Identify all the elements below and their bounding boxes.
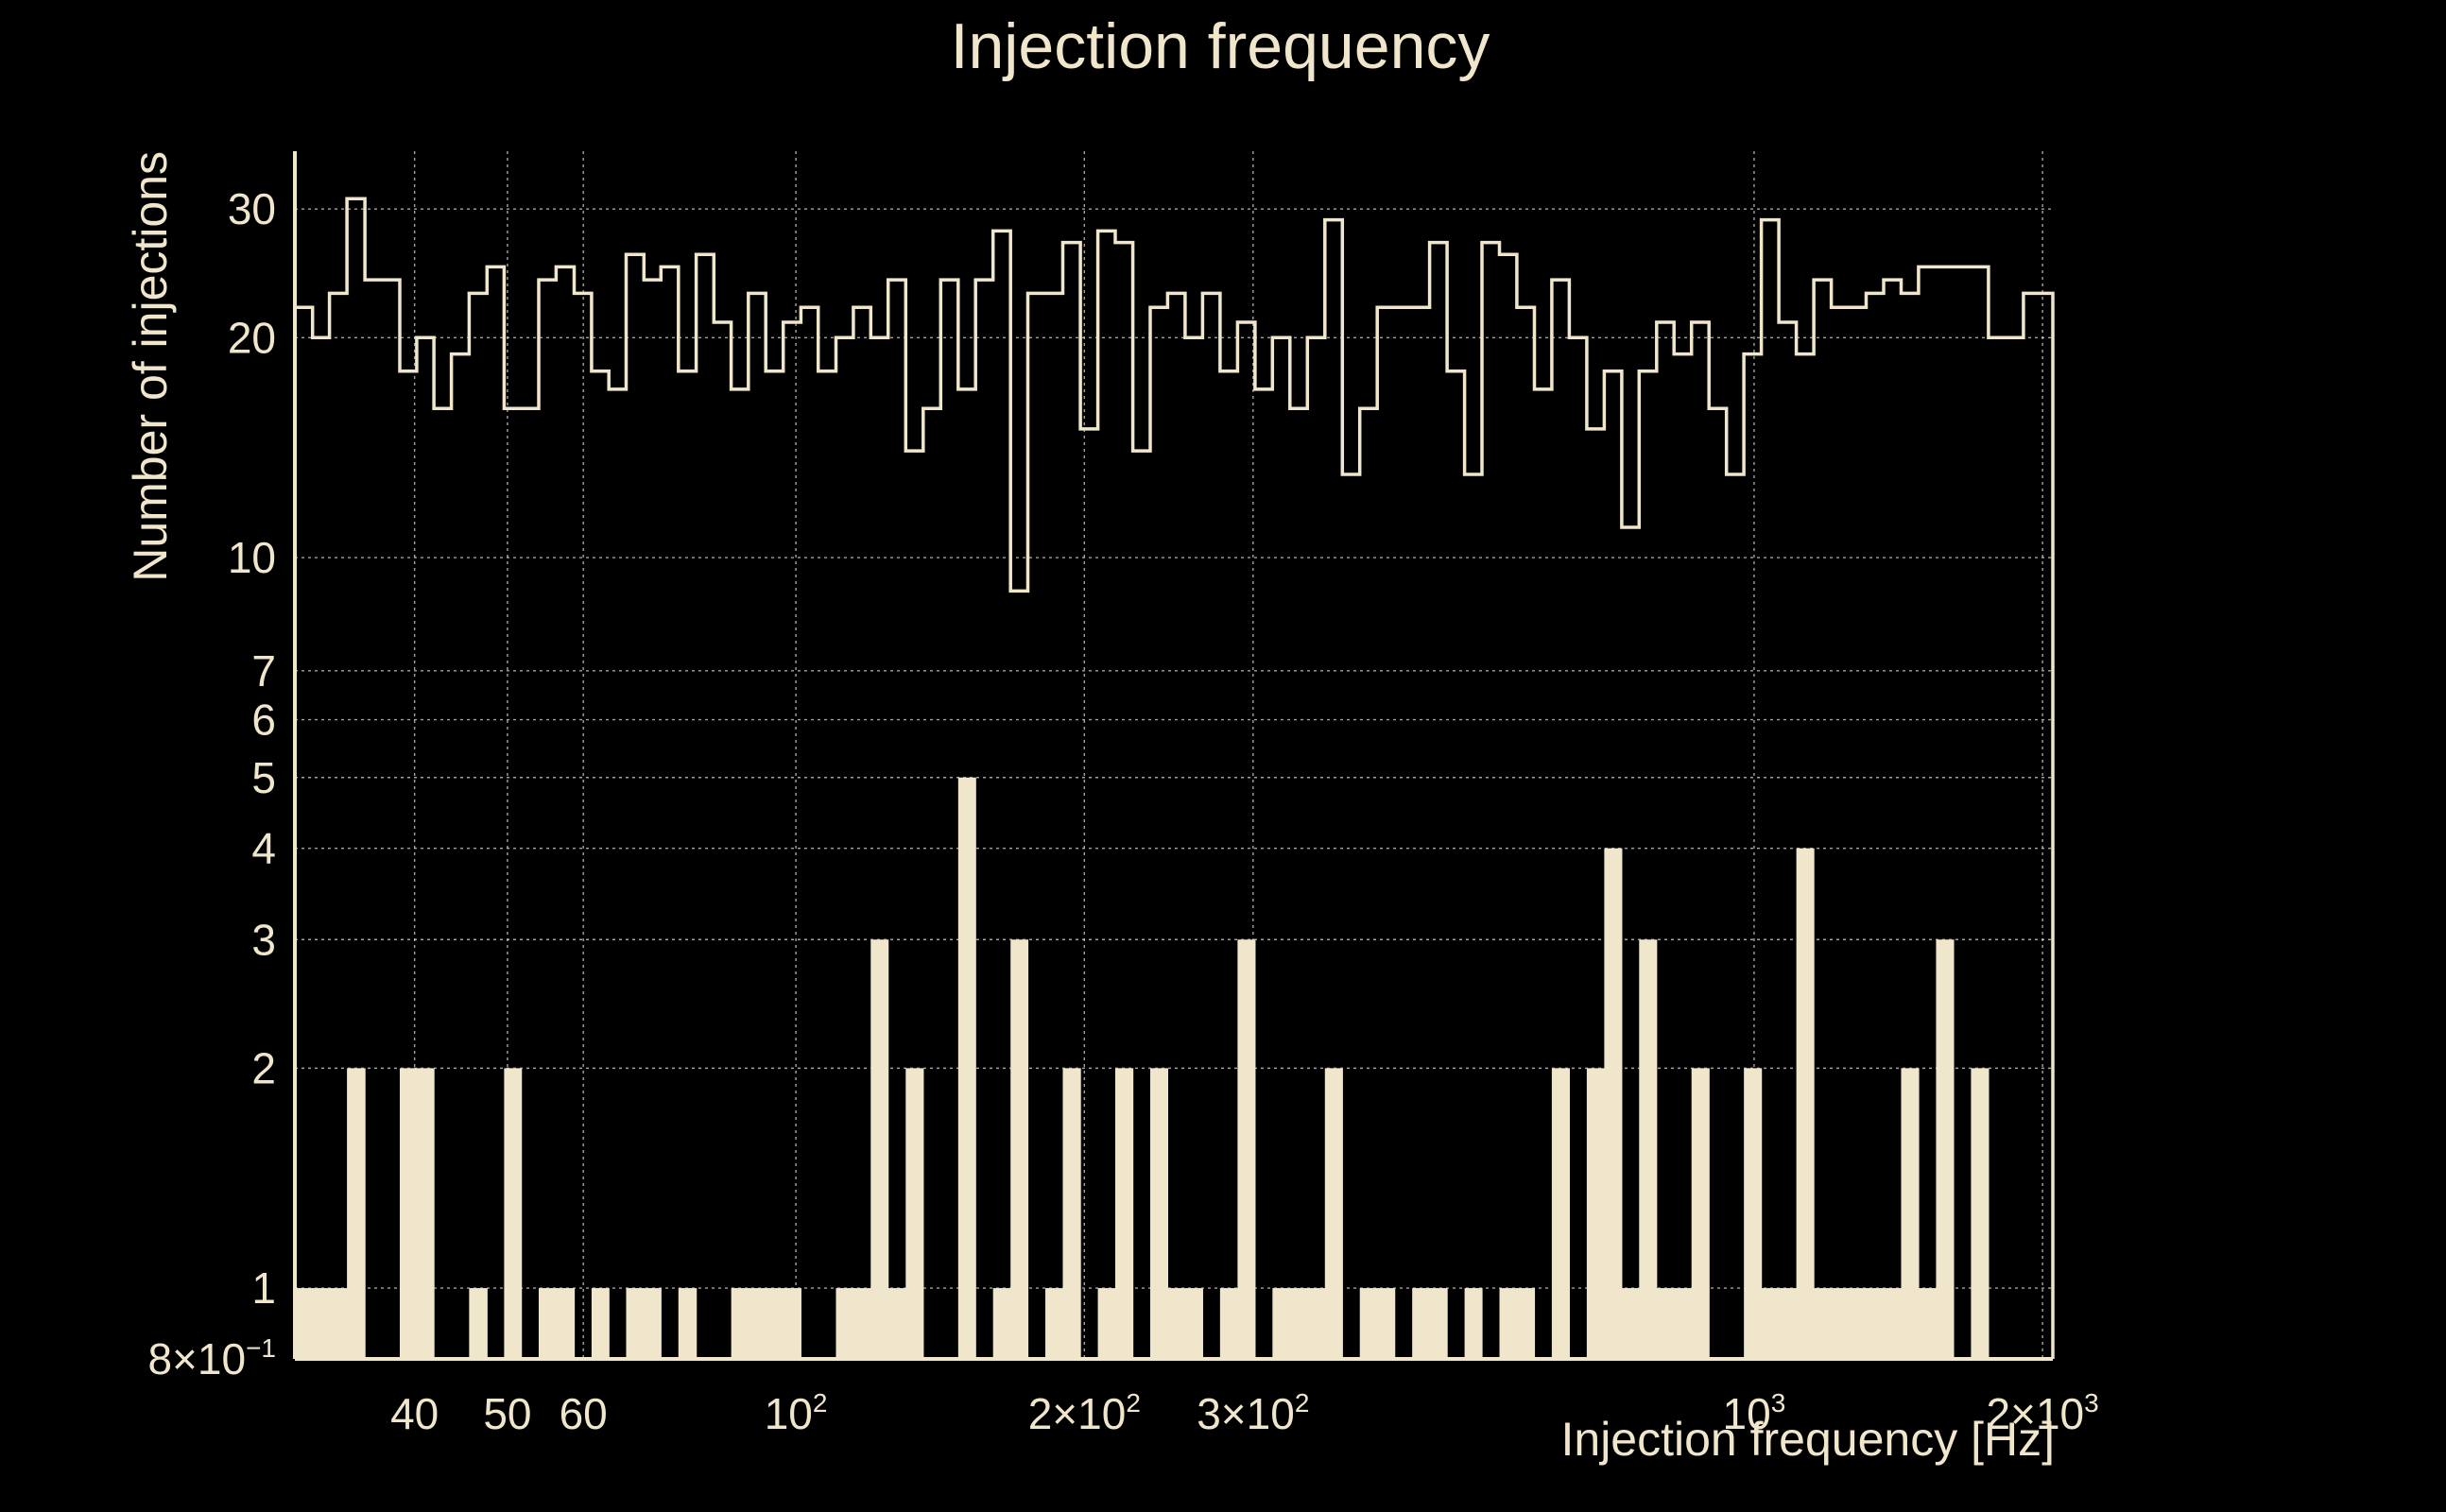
filled-bar-86 (1796, 848, 1815, 1359)
filled-bar-96 (1971, 1068, 1990, 1359)
filled-bar-41 (1010, 939, 1029, 1359)
filled-bar-50 (1167, 1288, 1186, 1359)
filled-bar-89 (1849, 1288, 1868, 1359)
filled-bar-32 (853, 1288, 871, 1359)
y-tick-label-8: 10 (228, 533, 276, 582)
y-tick-label-10: 30 (228, 184, 276, 233)
filled-bar-0 (295, 1288, 314, 1359)
filled-bar-3 (347, 1068, 366, 1359)
filled-bar-90 (1866, 1288, 1885, 1359)
x-tick-label-0: 40 (390, 1389, 439, 1438)
filled-bar-72 (1551, 1068, 1570, 1359)
filled-bar-91 (1884, 1288, 1903, 1359)
filled-bar-87 (1814, 1288, 1833, 1359)
x-tick-label-5: 3×102 (1197, 1388, 1309, 1438)
filled-bar-69 (1499, 1288, 1518, 1359)
filled-bar-46 (1097, 1288, 1116, 1359)
y-tick-label-6: 6 (251, 696, 276, 745)
filled-histogram (295, 777, 1990, 1359)
filled-bar-84 (1761, 1288, 1780, 1359)
filled-bar-59 (1324, 1068, 1343, 1359)
filled-bar-40 (992, 1288, 1011, 1359)
filled-bar-26 (748, 1288, 767, 1359)
filled-bar-1 (312, 1288, 331, 1359)
filled-bar-67 (1464, 1288, 1483, 1359)
tick-labels: 40 50 60 102 2×102 3×102 103 2×1038×10−11234567… (147, 184, 2098, 1438)
x-tick-label-2: 60 (560, 1389, 608, 1438)
chart-title: Injection frequency (951, 10, 1490, 82)
filled-bar-14 (538, 1288, 557, 1359)
filled-bar-33 (870, 939, 889, 1359)
filled-bar-88 (1831, 1288, 1850, 1359)
filled-bar-28 (783, 1288, 801, 1359)
filled-bar-15 (556, 1288, 576, 1359)
x-tick-label-1: 50 (483, 1389, 531, 1438)
filled-bar-77 (1639, 939, 1658, 1359)
filled-bar-22 (678, 1288, 698, 1359)
filled-bar-78 (1656, 1288, 1675, 1359)
filled-bar-58 (1307, 1288, 1326, 1359)
y-tick-label-2: 2 (251, 1043, 276, 1092)
filled-bar-38 (957, 777, 976, 1359)
filled-bar-10 (469, 1288, 488, 1359)
filled-bar-25 (731, 1288, 749, 1359)
filled-bar-61 (1359, 1288, 1378, 1359)
filled-bar-76 (1621, 1288, 1640, 1359)
filled-bar-85 (1779, 1288, 1798, 1359)
filled-bar-47 (1114, 1068, 1134, 1359)
filled-bar-27 (766, 1288, 784, 1359)
y-tick-label-9: 20 (228, 313, 276, 362)
filled-bar-7 (416, 1068, 435, 1359)
x-axis-title: Injection frequency [Hz] (1561, 1413, 2056, 1466)
y-tick-label-3: 3 (251, 915, 276, 964)
filled-bar-34 (887, 1288, 906, 1359)
filled-bar-19 (626, 1288, 645, 1359)
filled-bar-53 (1219, 1288, 1238, 1359)
axes (293, 151, 2053, 1361)
y-axis-title: Number of injections (124, 151, 177, 582)
y-tick-label-4: 4 (251, 824, 276, 873)
filled-bar-44 (1062, 1068, 1081, 1359)
filled-bar-2 (329, 1288, 348, 1359)
filled-bar-70 (1516, 1288, 1536, 1359)
filled-bar-92 (1901, 1068, 1920, 1359)
filled-bar-12 (504, 1068, 523, 1359)
filled-bar-93 (1918, 1288, 1938, 1359)
filled-bar-57 (1289, 1288, 1308, 1359)
filled-bar-80 (1691, 1068, 1710, 1359)
filled-bar-20 (644, 1288, 662, 1359)
filled-bar-35 (905, 1068, 924, 1359)
y-tick-label-7: 7 (251, 646, 276, 696)
x-tick-label-7: 2×103 (1987, 1388, 2099, 1438)
filled-bar-6 (399, 1068, 418, 1359)
filled-bar-51 (1184, 1288, 1203, 1359)
y-tick-label-1: 1 (251, 1263, 276, 1313)
step-series-line (295, 197, 2055, 1359)
filled-bar-79 (1674, 1288, 1693, 1359)
filled-bar-75 (1604, 848, 1623, 1359)
filled-bar-64 (1412, 1288, 1431, 1359)
filled-bar-62 (1377, 1288, 1396, 1359)
x-tick-label-4: 2×102 (1028, 1388, 1141, 1438)
filled-bar-49 (1149, 1068, 1168, 1359)
step-histogram (295, 197, 2055, 1359)
filled-bar-17 (591, 1288, 610, 1359)
y-tick-label-5: 5 (251, 753, 276, 802)
filled-bar-65 (1429, 1288, 1448, 1359)
filled-bar-56 (1272, 1288, 1291, 1359)
filled-bar-74 (1586, 1068, 1605, 1359)
filled-bar-31 (835, 1288, 854, 1359)
filled-bar-94 (1936, 939, 1955, 1359)
filled-bar-54 (1237, 939, 1256, 1359)
filled-bar-43 (1045, 1288, 1064, 1359)
filled-bar-83 (1744, 1068, 1763, 1359)
